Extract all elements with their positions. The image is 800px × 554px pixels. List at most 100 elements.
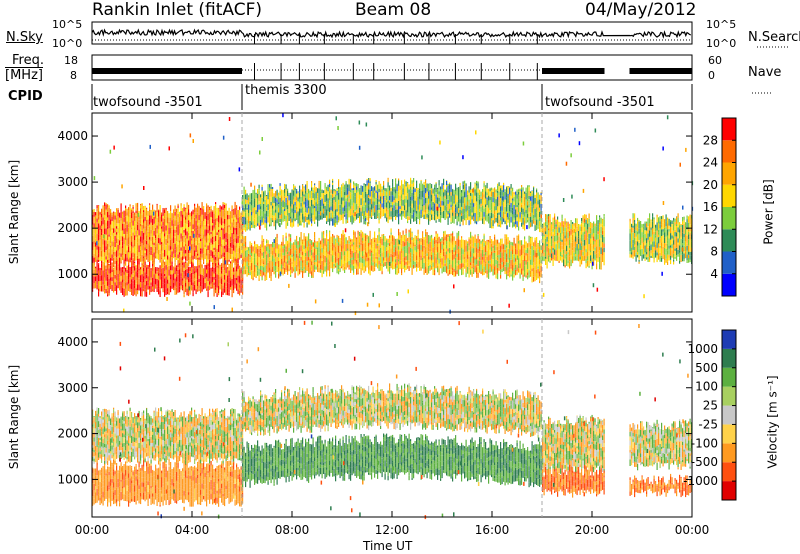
heatmap-cell <box>170 239 172 246</box>
heatmap-cell <box>266 254 268 261</box>
heatmap-cell <box>417 244 419 250</box>
heatmap-cell <box>329 254 331 262</box>
heatmap-cell <box>300 212 302 217</box>
heatmap-cell <box>300 251 302 255</box>
heatmap-cell <box>413 212 415 218</box>
heatmap-cell <box>234 272 236 278</box>
heatmap-cell <box>267 199 269 202</box>
heatmap-cell <box>402 234 404 241</box>
heatmap-cell <box>500 217 502 221</box>
heatmap-cell <box>468 192 470 200</box>
heatmap-cell <box>392 261 394 267</box>
heatmap-cell <box>234 217 236 222</box>
heatmap-cell <box>149 270 151 276</box>
heatmap-cell <box>428 183 430 189</box>
heatmap-cell <box>380 210 382 216</box>
heatmap-cell <box>270 257 272 261</box>
heatmap-cell <box>428 259 430 263</box>
heatmap-cell <box>299 247 301 254</box>
heatmap-cell <box>233 267 235 272</box>
heatmap-cell <box>177 251 179 255</box>
heatmap-cell <box>458 260 460 265</box>
heatmap-cell <box>116 226 118 229</box>
heatmap-cell <box>410 206 412 214</box>
heatmap-cell <box>267 189 269 193</box>
heatmap-cell <box>447 214 449 217</box>
heatmap-cell <box>171 270 173 275</box>
heatmap-cell <box>458 269 460 276</box>
heatmap-cell <box>96 259 98 265</box>
heatmap-cell <box>221 227 223 231</box>
heatmap-cell <box>327 203 329 211</box>
heatmap-cell <box>140 267 142 270</box>
heatmap-cell <box>231 209 233 212</box>
heatmap-cell <box>147 243 149 250</box>
heatmap-cell <box>336 260 338 263</box>
heatmap-cell <box>140 205 142 209</box>
heatmap-cell <box>282 257 284 262</box>
heatmap-cell <box>468 206 470 210</box>
heatmap-cell <box>218 222 220 228</box>
heatmap-cell <box>336 188 338 191</box>
heatmap-cell <box>387 214 389 220</box>
heatmap-cell <box>300 216 302 224</box>
heatmap-cell <box>210 238 212 243</box>
heatmap-cell <box>135 288 137 291</box>
heatmap-cell <box>267 262 269 269</box>
heatmap-cell <box>186 216 188 221</box>
heatmap-cell <box>428 251 430 257</box>
heatmap-cell <box>110 277 112 281</box>
heatmap-cell <box>308 272 310 277</box>
heatmap-cell <box>104 228 106 234</box>
heatmap-cell <box>326 272 328 277</box>
heatmap-cell <box>371 212 373 216</box>
heatmap-cell <box>339 266 341 269</box>
heatmap-cell <box>302 244 304 249</box>
heatmap-cell <box>521 207 523 213</box>
heatmap-cell <box>189 256 191 264</box>
heatmap-cell <box>227 252 229 260</box>
heatmap-cell <box>236 205 238 206</box>
heatmap-cell <box>504 214 506 221</box>
heatmap-cell <box>306 220 308 223</box>
heatmap-cell <box>141 288 143 292</box>
heatmap-cell <box>228 210 230 215</box>
heatmap-cell <box>189 230 191 236</box>
heatmap-cell <box>134 270 136 276</box>
heatmap-cell <box>368 246 370 254</box>
heatmap-cell <box>104 272 106 278</box>
heatmap-cell <box>135 215 137 219</box>
heatmap-cell <box>296 190 298 194</box>
heatmap-cell <box>122 248 124 256</box>
noise-tick-high: 10^5 <box>52 18 83 31</box>
heatmap-cell <box>276 209 278 215</box>
heatmap-cell <box>422 197 424 205</box>
heatmap-cell <box>443 244 445 249</box>
heatmap-cell <box>195 289 197 295</box>
heatmap-cell <box>147 282 149 286</box>
heatmap-cell <box>144 205 146 207</box>
heatmap-cell <box>360 211 362 217</box>
heatmap-cell <box>294 260 296 267</box>
heatmap-cell <box>534 220 536 226</box>
heatmap-cell <box>404 184 406 189</box>
heatmap-cell <box>153 262 155 268</box>
heatmap-cell <box>150 270 152 278</box>
heatmap-cell <box>497 183 499 186</box>
heatmap-cell <box>450 242 452 250</box>
heatmap-cell <box>242 289 244 295</box>
heatmap-cell <box>266 271 268 274</box>
heatmap-cell <box>216 242 218 249</box>
heatmap-cell <box>425 210 427 213</box>
heatmap-cell <box>314 255 316 261</box>
heatmap-cell <box>195 209 197 213</box>
heatmap-cell <box>303 266 305 270</box>
heatmap-cell <box>185 246 187 250</box>
heatmap-cell <box>102 281 104 285</box>
heatmap-cell <box>234 221 236 228</box>
heatmap-cell <box>171 264 173 271</box>
heatmap-cell <box>428 191 430 196</box>
heatmap-cell <box>128 270 130 274</box>
heatmap-cell <box>108 285 110 288</box>
heatmap-cell <box>113 228 115 233</box>
